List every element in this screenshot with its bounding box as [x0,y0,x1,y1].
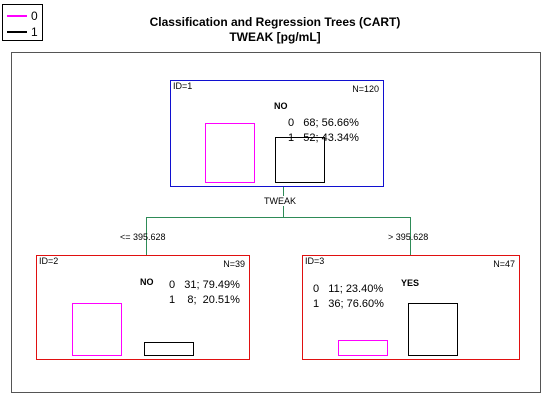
node-stat-class-1: 1 52; 43.34% [288,132,359,144]
node-stat-class-0: 0 68; 56.66% [288,117,359,129]
node-stat-class-0: 0 11; 23.40% [313,283,384,295]
chart-title: Classification and Regression Trees (CAR… [149,15,401,29]
condition-right: > 395.628 [388,232,429,242]
node-prediction: NO [140,277,154,287]
node-bar-class-1 [408,303,458,356]
node-id-label: ID=2 [39,256,59,266]
legend-label-0: 0 [31,9,38,23]
node-id-label: ID=1 [173,81,193,91]
node-left-leaf: ID=2 N=39 NO 0 31; 79.49% 1 8; 20.51% [36,255,250,360]
edge-horizontal [146,217,410,218]
node-prediction: YES [401,278,420,288]
condition-left: <= 395.628 [120,232,166,242]
node-bar-class-0 [205,123,255,183]
node-id-label: ID=3 [305,256,325,266]
legend-item-0: 0 [7,9,43,23]
node-prediction: NO [274,101,288,111]
legend-swatch-0 [7,15,27,17]
node-stat-class-0: 0 31; 79.49% [169,279,240,291]
split-variable-label: TWEAK [262,196,299,206]
node-bar-class-1 [275,137,325,183]
node-n-label: N=39 [223,259,245,269]
legend-item-1: 1 [7,25,43,39]
chart-subtitle: TWEAK [pg/mL] [229,30,321,44]
node-stat-class-1: 1 8; 20.51% [169,294,240,306]
tree-frame [11,52,541,393]
legend-swatch-1 [7,31,27,33]
legend: 0 1 [2,4,43,41]
node-n-label: N=47 [493,259,515,269]
edge-right [410,217,411,255]
node-stat-class-1: 1 36; 76.60% [313,298,384,310]
node-bar-class-0 [338,340,388,356]
edge-left [146,217,147,255]
node-bar-class-0 [72,303,122,356]
node-bar-class-1 [144,342,194,356]
node-right-leaf: ID=3 N=47 YES 0 11; 23.40% 1 36; 76.60% [302,255,520,360]
node-root: ID=1 N=120 NO 0 68; 56.66% 1 52; 43.34% [170,80,384,187]
node-n-label: N=120 [352,84,379,94]
legend-label-1: 1 [31,25,38,39]
